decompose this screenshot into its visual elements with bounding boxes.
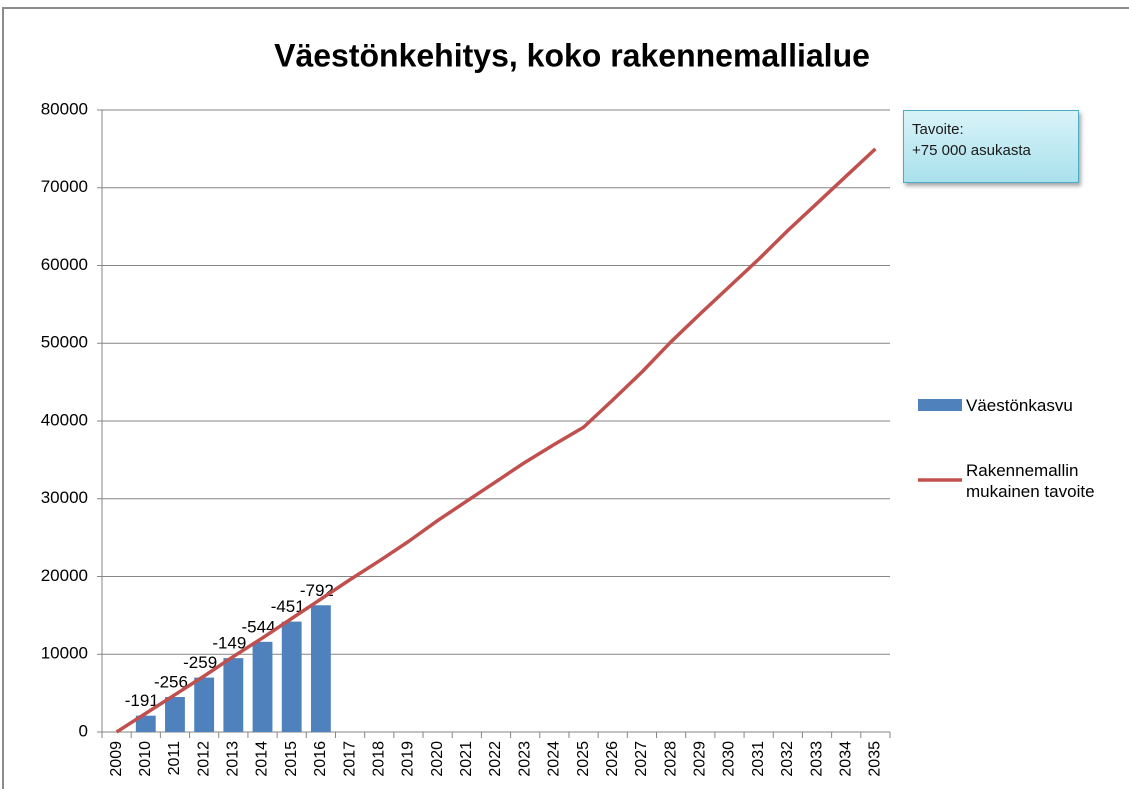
x-tick-label: 2027	[633, 741, 650, 777]
x-tick-label: 2011	[166, 741, 183, 776]
x-tick-label: 2024	[546, 741, 563, 777]
data-label: -259	[183, 653, 217, 672]
y-tick-label: 40000	[41, 410, 88, 429]
chart-frame	[2, 7, 1129, 789]
x-tick-label: 2028	[662, 741, 679, 777]
x-tick-label: 2026	[604, 741, 621, 777]
x-tick-label: 2016	[312, 741, 329, 777]
x-tick-label: 2020	[429, 741, 446, 777]
x-tick-label: 2030	[721, 741, 738, 777]
x-tick-label: 2029	[692, 741, 709, 777]
x-tick-label: 2012	[195, 741, 212, 777]
x-tick-label: 2015	[283, 741, 300, 777]
data-label: -451	[271, 597, 305, 616]
x-tick-label: 2023	[516, 741, 533, 777]
x-tick-label: 2018	[370, 741, 387, 777]
x-tick-label: 2032	[779, 741, 796, 777]
annotation-line: Tavoite:	[912, 121, 964, 138]
x-tick-label: 2010	[137, 741, 154, 777]
legend-label: Rakennemallin mukainen tavoite	[966, 461, 1095, 501]
x-tick-label: 2034	[837, 741, 854, 777]
y-tick-label: 70000	[41, 177, 88, 196]
legend-swatch	[918, 399, 962, 411]
legend-label: Väestönkasvu	[966, 396, 1073, 415]
x-tick-label: 2014	[254, 741, 271, 777]
bar	[281, 621, 302, 732]
bar	[223, 658, 244, 732]
y-tick-label: 30000	[41, 488, 88, 507]
x-tick-label: 2009	[108, 741, 125, 777]
data-label: -149	[212, 634, 246, 653]
data-label: -256	[154, 672, 188, 691]
chart-title: Väestönkehitys, koko rakennemallialue	[274, 37, 870, 73]
x-tick-label: 2025	[575, 741, 592, 777]
y-tick-label: 20000	[41, 566, 88, 585]
y-tick-label: 80000	[41, 99, 88, 118]
bar	[252, 641, 273, 732]
x-tick-label: 2017	[341, 741, 358, 777]
y-tick-label: 0	[79, 721, 88, 740]
x-tick-label: 2021	[458, 741, 475, 777]
x-tick-label: 2035	[867, 741, 884, 777]
y-tick-label: 60000	[41, 255, 88, 274]
x-tick-label: 2019	[400, 741, 417, 777]
x-tick-label: 2033	[808, 741, 825, 777]
data-label: -544	[242, 617, 276, 636]
bar	[194, 677, 215, 732]
data-label: -191	[125, 691, 159, 710]
bar	[135, 715, 156, 732]
x-tick-label: 2013	[225, 741, 242, 777]
annotation-line: +75 000 asukasta	[912, 142, 1031, 159]
y-tick-label: 10000	[41, 644, 88, 663]
y-tick-label: 50000	[41, 333, 88, 352]
x-tick-label: 2022	[487, 741, 504, 777]
bar	[310, 605, 331, 732]
annotation-box: Tavoite: +75 000 asukasta	[903, 110, 1079, 183]
x-tick-label: 2031	[750, 741, 767, 777]
bar	[165, 697, 185, 732]
data-label: -792	[300, 581, 334, 600]
line	[115, 147, 877, 734]
